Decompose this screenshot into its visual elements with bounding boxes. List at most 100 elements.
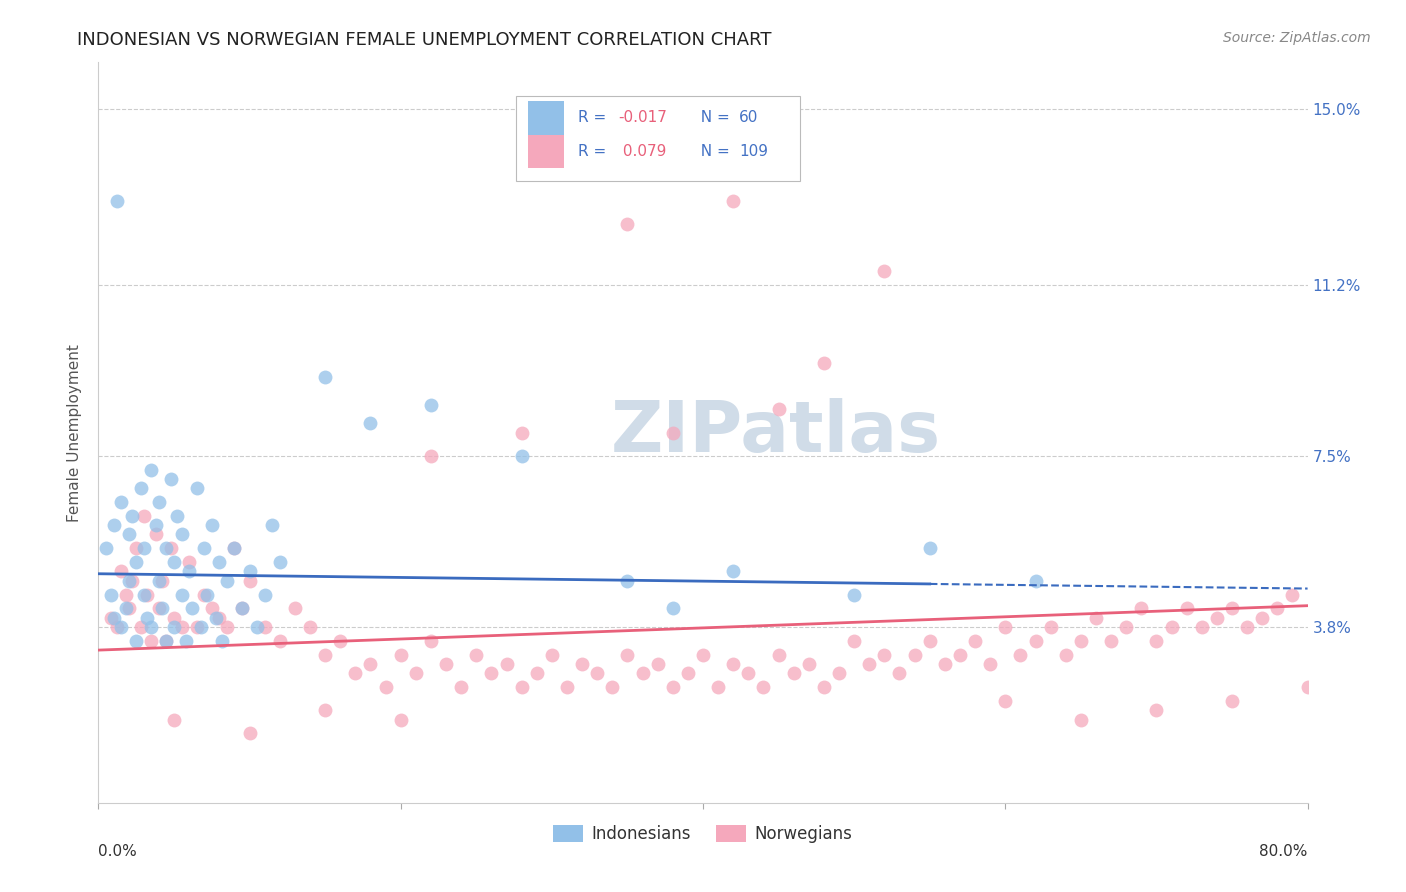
Point xyxy=(526,666,548,681)
Point xyxy=(141,633,163,648)
Text: -0.017: -0.017 xyxy=(619,111,668,126)
Point xyxy=(193,541,215,556)
Point xyxy=(314,703,336,717)
Point xyxy=(118,574,141,588)
Point xyxy=(1099,633,1122,648)
Point xyxy=(208,610,231,624)
Point xyxy=(100,610,122,624)
Point xyxy=(211,633,233,648)
Point xyxy=(949,648,972,662)
Point xyxy=(246,620,269,634)
Point xyxy=(181,601,204,615)
Point xyxy=(201,601,224,615)
Point xyxy=(135,588,157,602)
Point xyxy=(1160,620,1182,634)
Point xyxy=(1191,620,1213,634)
Point xyxy=(1206,610,1229,624)
Point xyxy=(155,633,177,648)
Point xyxy=(231,601,253,615)
Y-axis label: Female Unemployment: Female Unemployment xyxy=(67,343,83,522)
Point xyxy=(110,495,132,509)
Point xyxy=(979,657,1001,671)
Point xyxy=(170,588,193,602)
Legend: Indonesians, Norwegians: Indonesians, Norwegians xyxy=(547,819,859,850)
Point xyxy=(1130,601,1153,615)
Point xyxy=(299,620,322,634)
Point xyxy=(1024,633,1046,648)
Point xyxy=(994,694,1017,708)
Point xyxy=(141,462,163,476)
Point xyxy=(723,565,745,579)
Point xyxy=(190,620,212,634)
Text: Source: ZipAtlas.com: Source: ZipAtlas.com xyxy=(1223,31,1371,45)
Point xyxy=(661,601,683,615)
Point xyxy=(616,218,638,232)
Point xyxy=(555,680,578,694)
Point xyxy=(269,555,291,569)
Point xyxy=(155,541,177,556)
Point xyxy=(540,648,562,662)
Point xyxy=(510,425,533,440)
Point xyxy=(121,508,143,523)
Point xyxy=(374,680,396,694)
Point xyxy=(239,574,262,588)
Point xyxy=(647,657,669,671)
Point xyxy=(723,194,745,209)
Point xyxy=(132,541,155,556)
Point xyxy=(1144,633,1167,648)
Point xyxy=(934,657,956,671)
Point xyxy=(692,648,714,662)
Text: 80.0%: 80.0% xyxy=(1260,844,1308,858)
Point xyxy=(420,633,443,648)
Point xyxy=(1070,713,1092,727)
Point xyxy=(434,657,457,671)
Point xyxy=(965,633,987,648)
Point xyxy=(145,527,167,541)
Point xyxy=(844,633,866,648)
Point xyxy=(723,657,745,671)
Bar xyxy=(527,135,564,168)
Point xyxy=(160,541,183,556)
Point xyxy=(163,620,186,634)
Text: R =: R = xyxy=(578,144,612,159)
Point xyxy=(125,541,148,556)
Point xyxy=(94,541,117,556)
Point xyxy=(389,648,412,662)
Point xyxy=(186,620,208,634)
Point xyxy=(1296,680,1319,694)
Point xyxy=(114,601,136,615)
Point xyxy=(1175,601,1198,615)
Point xyxy=(224,541,246,556)
Point xyxy=(481,666,503,681)
Point xyxy=(1010,648,1032,662)
Point xyxy=(118,527,141,541)
Point xyxy=(571,657,593,671)
Point xyxy=(1115,620,1137,634)
Point xyxy=(873,263,896,277)
Point xyxy=(329,633,352,648)
Point xyxy=(707,680,730,694)
Point xyxy=(114,588,136,602)
Point xyxy=(193,588,215,602)
Point xyxy=(129,481,152,495)
Point xyxy=(813,356,835,370)
Point xyxy=(344,666,367,681)
Point xyxy=(918,541,941,556)
Point xyxy=(768,648,790,662)
Point xyxy=(602,680,624,694)
Text: R =: R = xyxy=(578,111,612,126)
Point xyxy=(586,666,609,681)
Point xyxy=(132,508,155,523)
Point xyxy=(873,648,896,662)
Point xyxy=(1267,601,1289,615)
Text: 0.079: 0.079 xyxy=(619,144,666,159)
Point xyxy=(783,666,806,681)
Point xyxy=(904,648,927,662)
Point xyxy=(1039,620,1062,634)
Point xyxy=(510,680,533,694)
Point xyxy=(360,417,382,431)
Point xyxy=(186,481,208,495)
Point xyxy=(105,194,128,209)
Point xyxy=(231,601,253,615)
Text: N =: N = xyxy=(690,144,734,159)
